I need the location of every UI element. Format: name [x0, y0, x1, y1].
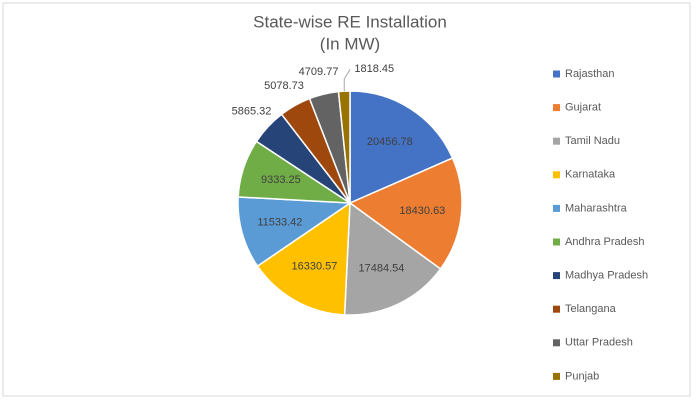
legend-swatch [553, 272, 560, 280]
legend-label: Madhya Pradesh [565, 270, 648, 282]
leader-line [343, 68, 351, 92]
pie-slice [237, 196, 353, 268]
legend-label: Tamil Nadu [565, 135, 620, 147]
data-label: 17484.54 [358, 263, 404, 275]
legend-swatch [553, 137, 560, 145]
data-label: 9333.25 [261, 174, 301, 186]
legend-label: Maharashtra [565, 202, 628, 214]
data-label: 16330.57 [292, 260, 338, 272]
pie-slice [343, 201, 442, 316]
pie-slice [349, 90, 454, 205]
data-label: 4709.77 [299, 66, 339, 78]
legend-label: Gujarat [565, 102, 601, 114]
legend-label: Andhra Pradesh [565, 236, 645, 248]
legend-label: Karnataka [565, 169, 616, 181]
data-label: 11533.42 [257, 216, 302, 228]
legend-label: Telangana [565, 303, 617, 315]
data-label: 5865.32 [232, 105, 272, 117]
legend-swatch [553, 305, 560, 313]
legend-swatch [553, 70, 560, 78]
legend-swatch [553, 171, 560, 179]
pie-slice [348, 157, 463, 270]
legend-swatch [553, 339, 560, 347]
legend-swatch [553, 238, 560, 246]
data-label: 20456.78 [367, 136, 413, 148]
legend-label: Uttar Pradesh [565, 337, 633, 349]
legend-swatch [553, 372, 560, 380]
data-label: 5078.73 [264, 80, 304, 92]
legend-label: Rajasthan [565, 68, 615, 80]
data-label: 1818.45 [354, 63, 394, 75]
legend-swatch [553, 204, 560, 212]
legend-label: Punjab [565, 370, 599, 382]
chart-title: State-wise RE Installation [253, 12, 447, 31]
chart-subtitle: (In MW) [320, 34, 380, 53]
data-label: 18430.63 [399, 205, 445, 217]
legend-swatch [553, 104, 560, 112]
pie-slice [337, 90, 351, 204]
pie-slice [256, 201, 351, 316]
